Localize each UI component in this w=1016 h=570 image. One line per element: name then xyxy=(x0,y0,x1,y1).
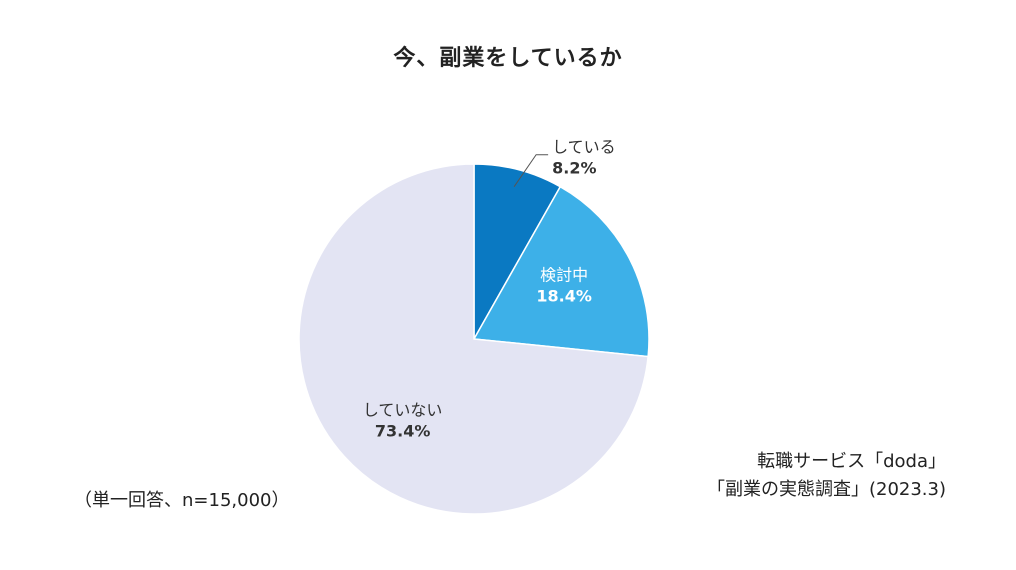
pie-slice-0 xyxy=(473,163,562,342)
pie-slice-2 xyxy=(298,163,649,515)
source-line-1: 転職サービス「doda」 xyxy=(757,451,946,472)
pie-slice-1 xyxy=(472,185,650,358)
leader-line-0 xyxy=(513,154,549,187)
sample-note: （単一回答、n=15,000） xyxy=(74,490,290,511)
chart-title: 今、副業をしているか xyxy=(393,46,623,71)
slice-value-2: 73.4% xyxy=(375,422,431,441)
slice-value-1: 18.4% xyxy=(536,286,592,305)
slice-label-0: している xyxy=(552,138,616,157)
source-credit: 転職サービス「doda」 「副業の実態調査」(2023.3) xyxy=(707,448,946,504)
slice-value-0: 8.2% xyxy=(552,159,596,178)
source-line-2: 「副業の実態調査」(2023.3) xyxy=(706,479,946,500)
slice-label-1: 検討中 xyxy=(540,265,588,284)
slice-label-2: していない xyxy=(363,401,443,420)
